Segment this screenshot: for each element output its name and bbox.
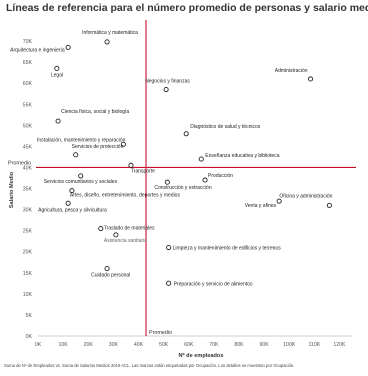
point-label: Venta y afines	[245, 203, 277, 209]
data-points	[54, 39, 332, 286]
y-tick-label: 35K	[23, 187, 33, 193]
y-tick-label: 70K	[23, 39, 33, 45]
data-point	[166, 280, 172, 286]
y-tick-label: 60K	[23, 81, 33, 87]
x-tick-label: 50K	[159, 342, 169, 348]
data-point	[164, 179, 170, 185]
x-tick-label: 90K	[259, 342, 269, 348]
point-label: Diagnóstico de salud y técnicos	[190, 124, 261, 130]
point-label: Servicios de protección	[72, 144, 124, 150]
data-point	[198, 156, 204, 162]
ticks: 0K 10K 20K 30K 40K 50K 60K 70K 80K 90K 100K 110K 120…	[23, 39, 346, 348]
point-label: Servicios comunitarios y sociales	[44, 179, 118, 185]
point-label: Enseñanza educativa y biblioteca	[205, 153, 279, 159]
point-labels: Informática y matemática Arquitectura e i…	[10, 30, 332, 287]
point-label: Agricultura, pesca y silvicultura	[38, 207, 107, 213]
point-label: Legal	[51, 72, 63, 78]
y-tick-label: 25K	[23, 229, 33, 235]
point-label: Limpieza y mantenimiento de edificios y …	[173, 246, 282, 252]
data-point	[98, 226, 104, 232]
data-point	[163, 86, 169, 93]
point-label: Arquitectura e ingeniería	[10, 47, 65, 53]
x-reference-label: Promedio	[149, 330, 172, 336]
y-tick-label: 45K	[23, 144, 33, 150]
y-tick-label: 50K	[23, 123, 33, 129]
y-tick-label: 30K	[23, 208, 33, 214]
data-point	[55, 118, 61, 124]
x-axis-title: Nº de empleados	[179, 353, 224, 359]
x-tick-label: 0K	[35, 342, 42, 348]
y-tick-label: 15K	[23, 271, 33, 277]
y-tick-label: 20K	[23, 250, 33, 256]
data-point	[69, 188, 75, 194]
y-tick-label: 0K	[26, 334, 33, 340]
y-axis-title: Salario Medio	[9, 171, 15, 208]
y-reference-label: Promedio	[8, 160, 31, 166]
data-point	[73, 152, 79, 158]
x-tick-label: 70K	[209, 342, 219, 348]
y-tick-label: 55K	[23, 102, 33, 108]
point-label: Informática y matemática	[82, 30, 138, 36]
x-tick-label: 120K	[333, 342, 346, 348]
data-point	[128, 162, 134, 168]
data-point	[113, 232, 119, 238]
chart-title: Líneas de referencia para el número prom…	[6, 2, 368, 14]
data-point	[65, 44, 71, 50]
data-point	[78, 173, 84, 179]
reference-lines: Promedio Promedio	[8, 20, 356, 336]
y-tick-label: 5K	[26, 313, 33, 319]
data-point	[308, 76, 314, 82]
point-label: Ciencia física, social y biología	[61, 109, 129, 115]
point-label: Negocios y finanzas	[145, 79, 190, 85]
x-tick-label: 110K	[308, 342, 320, 348]
x-tick-label: 40K	[134, 342, 144, 348]
y-tick-label: 40K	[23, 165, 33, 171]
point-label: Artes, diseño, entretenimiento, deportes…	[70, 193, 181, 199]
data-point	[104, 266, 110, 272]
data-point	[276, 198, 282, 204]
point-label: Transporte	[131, 168, 155, 174]
x-tick-label: 80K	[234, 342, 244, 348]
data-point	[326, 202, 332, 208]
data-point	[202, 177, 208, 183]
data-point	[183, 131, 189, 137]
y-tick-label: 10K	[23, 292, 33, 298]
point-label: Preparación y servicio de alimentos	[174, 281, 253, 287]
x-tick-label: 20K	[84, 342, 94, 348]
footnote: Suma de Nº de Empleados vs. Suma de Sala…	[4, 363, 295, 368]
data-point	[65, 200, 71, 206]
point-label: Asistencia sanitaria	[104, 238, 147, 244]
point-label: Producción	[208, 173, 233, 179]
x-tick-label: 60K	[184, 342, 194, 348]
data-point	[104, 39, 110, 45]
point-label: Cuidado personal	[91, 273, 130, 279]
data-point	[120, 141, 126, 147]
x-tick-label: 30K	[109, 342, 119, 348]
x-tick-label: 10K	[59, 342, 69, 348]
point-label: Traslado de materiales	[104, 226, 155, 232]
point-label: Administración	[275, 68, 308, 74]
point-label: Instalación, mantenimiento y reparación	[37, 137, 126, 143]
y-tick-label: 65K	[23, 60, 33, 66]
data-point	[54, 65, 60, 72]
data-point	[166, 244, 172, 251]
point-label: Oficina y administración	[279, 193, 332, 199]
x-tick-label: 100K	[283, 342, 296, 348]
point-label: Construcción y extracción	[154, 185, 211, 191]
